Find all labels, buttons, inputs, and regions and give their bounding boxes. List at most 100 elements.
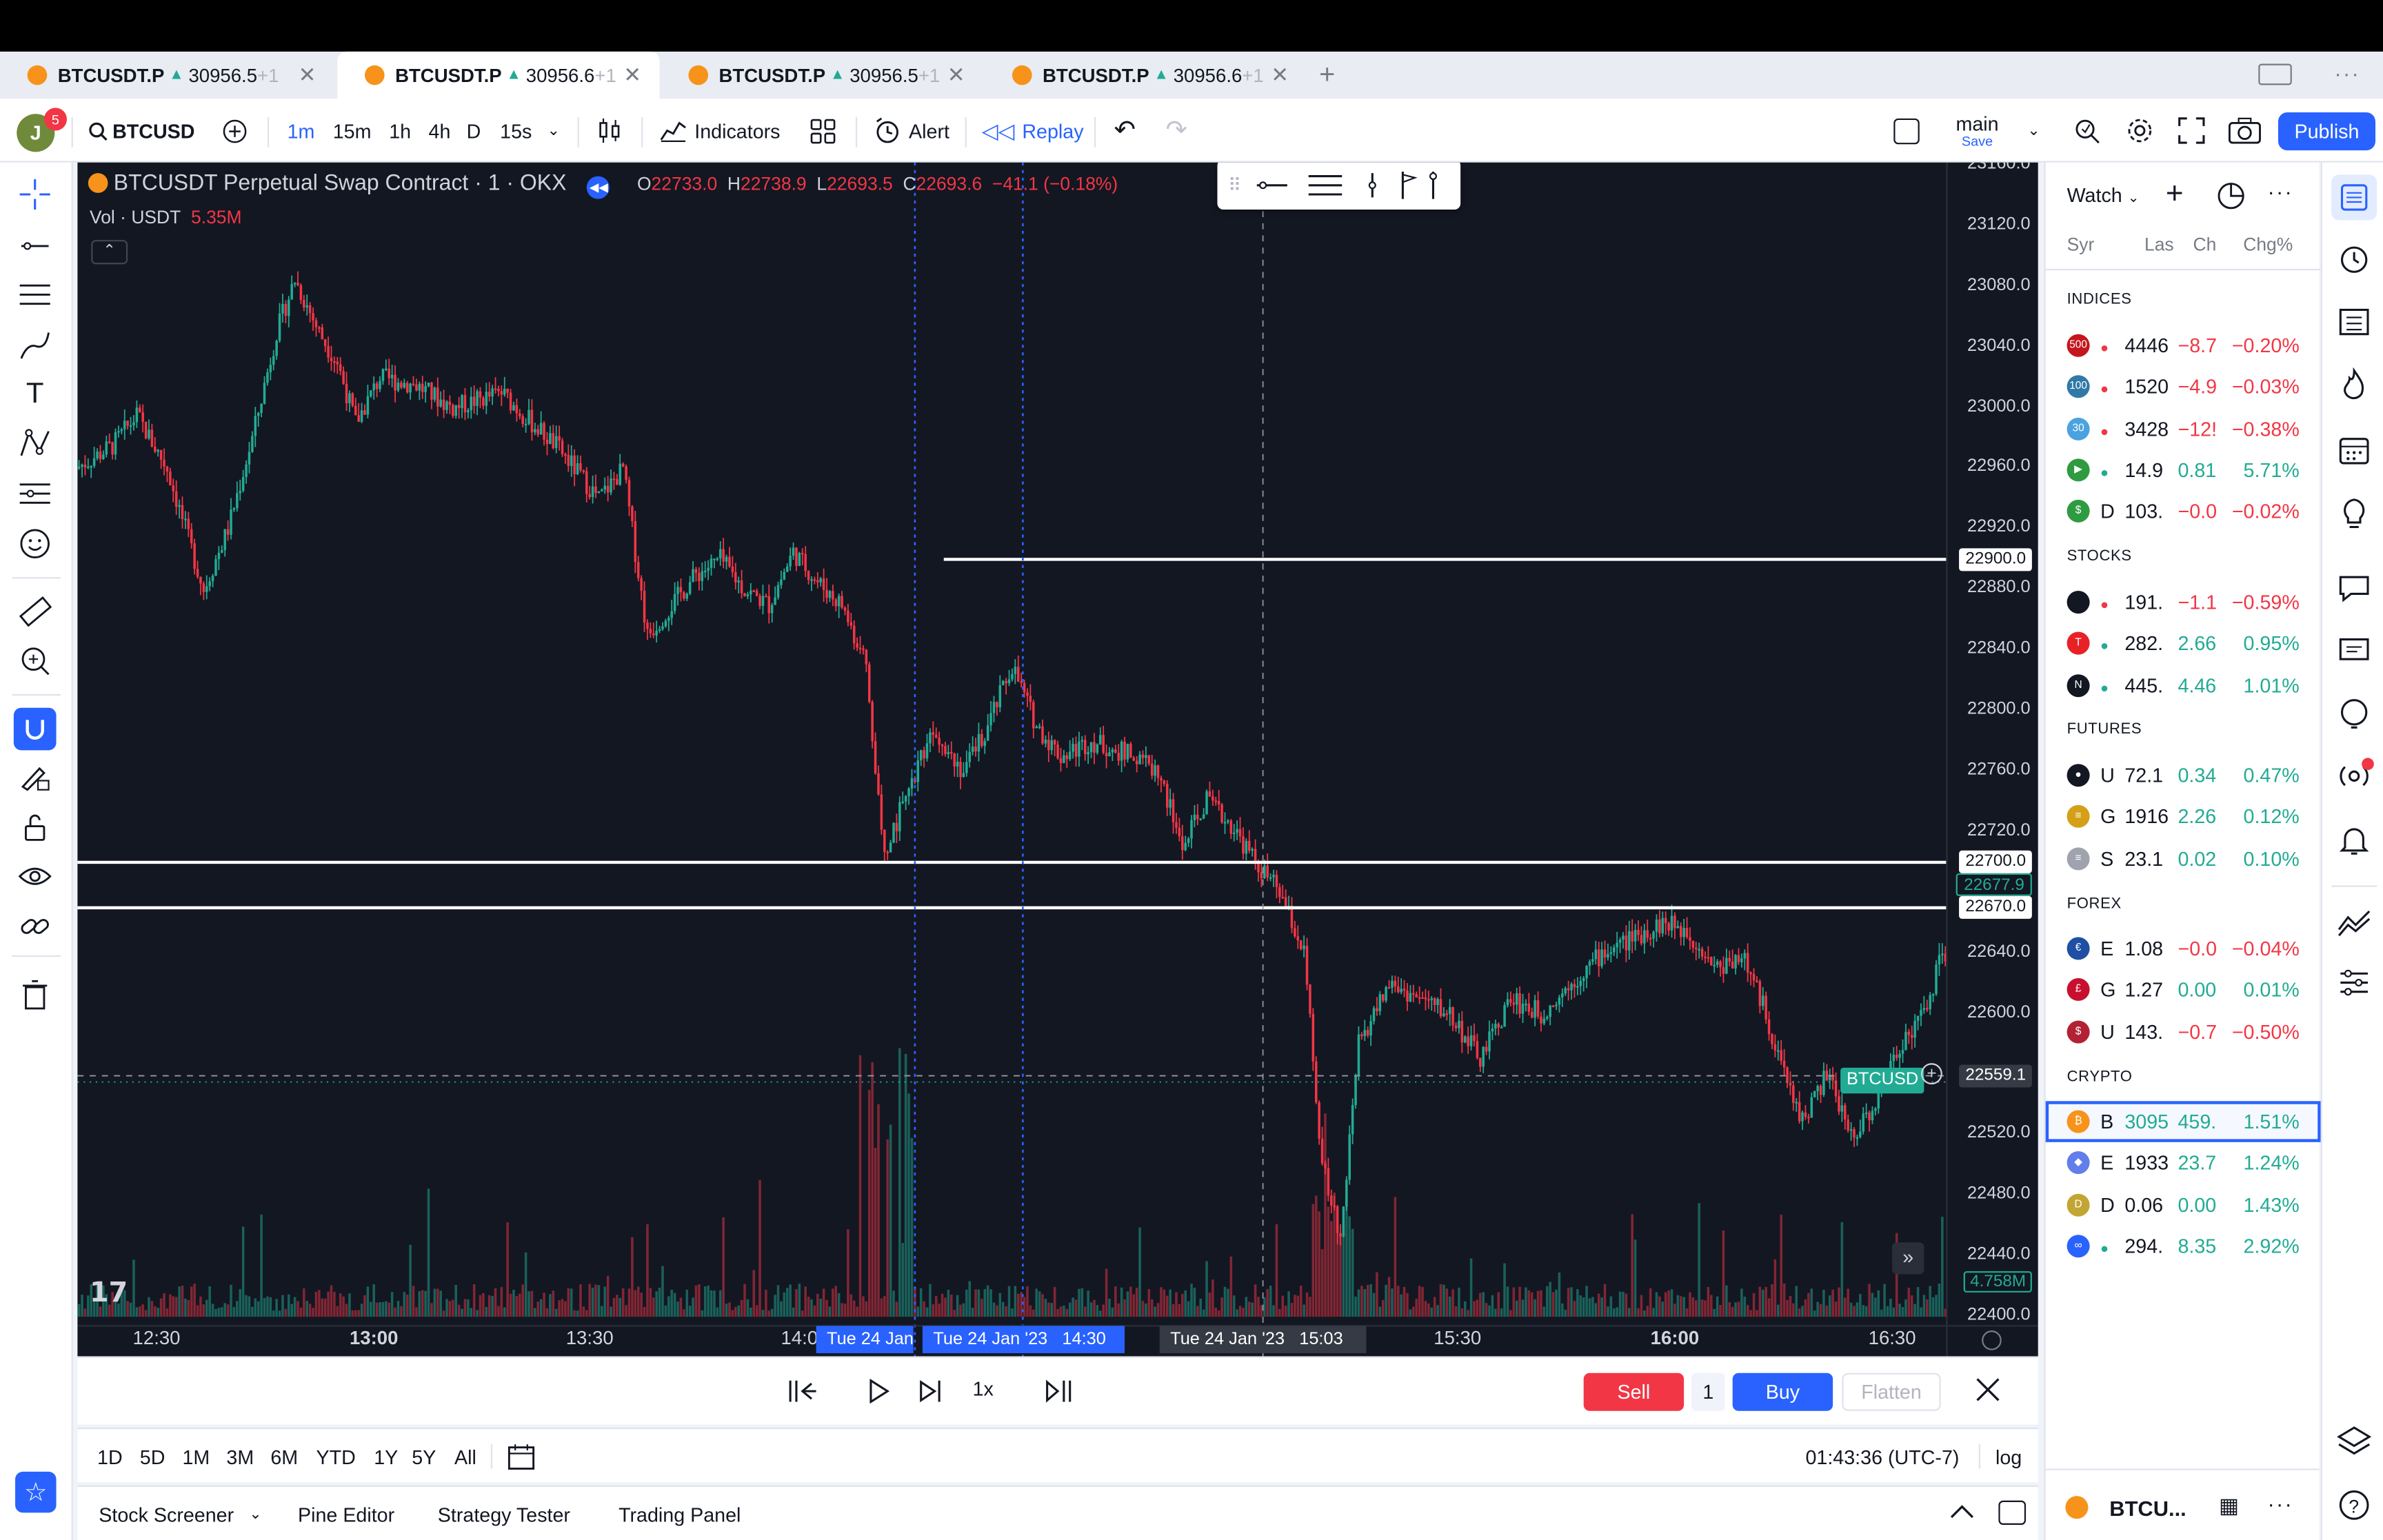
tradingview-logo[interactable]: 17 [90,1277,128,1310]
alarm-clock-icon[interactable] [2334,239,2373,278]
layout-save-label[interactable]: Save [1961,133,1993,149]
play-icon[interactable] [866,1378,890,1411]
jump-to-realtime-icon[interactable] [1044,1379,1074,1411]
candlestick-chart[interactable] [77,162,2038,1357]
vertical-line-icon[interactable] [1360,170,1384,200]
col-last[interactable]: Las [2144,234,2174,256]
range-1d[interactable]: 1D [97,1445,123,1468]
quantity-input[interactable]: 1 [1691,1372,1725,1411]
range-1m[interactable]: 1M [182,1445,210,1468]
favorites-star-icon[interactable]: ☆ [15,1471,57,1513]
flatten-button[interactable]: Flatten [1842,1372,1941,1411]
magnet-icon[interactable] [13,707,57,751]
watchlist-row[interactable]: 500 ● 4446 −8.7 −0.20% [2046,325,2321,365]
interval-d[interactable]: D [466,119,481,142]
step-forward-icon[interactable] [918,1379,942,1411]
replay-speed[interactable]: 1x [972,1377,994,1401]
candles-icon[interactable] [597,99,621,163]
col-change[interactable]: Ch [2193,234,2217,256]
link-icon[interactable] [15,906,54,946]
tab-1[interactable]: BTCUSDT.P ▲ 30956.5 +1 ✕ [0,52,334,99]
grid-icon[interactable]: ▦ [2218,1492,2240,1517]
range-5d[interactable]: 5D [139,1445,165,1468]
replay-button[interactable]: ◁◁ Replay [982,99,1084,163]
emoji-icon[interactable] [15,524,54,563]
redo-icon[interactable]: ↷ [1165,115,1187,145]
interval-1h[interactable]: 1h [389,119,412,142]
more-icon[interactable]: ··· [2267,1491,2293,1516]
indicators-button[interactable]: Indicators [660,99,781,163]
interval-15s[interactable]: 15s [500,119,532,142]
watchlist-section-crypto[interactable]: CRYPTO [2067,1069,2133,1086]
chart-area[interactable]: BTCUSDT Perpetual Swap Contract · 1 · OK… [77,162,2038,1357]
watchlist-row[interactable]: ∞ ● 294. 8.35 2.92% [2046,1226,2321,1266]
camera-icon[interactable] [2228,99,2261,163]
more-icon[interactable]: ··· [2267,179,2293,204]
sell-button[interactable]: Sell [1583,1372,1685,1411]
col-symbol[interactable]: Syr [2067,234,2095,256]
zoom-in-icon[interactable] [15,641,54,680]
horizontal-line-icon[interactable] [1254,170,1290,200]
watchlist-row[interactable]: $ U 143. −0.7 −0.50% [2046,1011,2321,1051]
hotlist-flame-icon[interactable] [2334,366,2373,405]
templates-icon[interactable] [810,99,836,163]
replay-mode-icon[interactable]: ◀◀ [587,176,610,199]
messages-icon[interactable] [2334,632,2373,671]
watchlist-row[interactable]: ₿ B 3095 459. 1.51% [2045,1101,2321,1142]
trash-icon[interactable] [15,975,54,1014]
watchlist-section-indices[interactable]: INDICES [2067,292,2132,309]
brush-icon[interactable] [15,325,54,364]
pattern-icon[interactable] [15,424,54,463]
fib-icon[interactable] [15,275,54,314]
layout-select-icon[interactable] [1893,118,1920,145]
layers-icon[interactable] [2334,1421,2373,1461]
chevron-down-icon[interactable]: ⌄ [547,122,560,139]
collapse-legend-icon[interactable]: ⌃ [91,240,128,265]
compare-add-icon[interactable] [222,99,248,163]
trading-panel-icon[interactable] [2334,904,2373,943]
advanced-view-icon[interactable] [2216,181,2246,219]
crosshair-icon[interactable] [15,174,54,214]
calendar-icon[interactable] [2334,430,2373,469]
interval-1m[interactable]: 1m [287,119,315,142]
close-tab-icon[interactable]: ✕ [298,62,316,87]
forecast-icon[interactable] [15,474,54,513]
ruler-icon[interactable] [15,592,54,631]
symbol-search[interactable]: BTCUSD [88,99,195,163]
col-change-pct[interactable]: Chg% [2243,234,2293,256]
log-scale-toggle[interactable]: log [1995,1445,2022,1468]
watchlist-row[interactable]: € E 1.08 −0.0 −0.04% [2046,928,2321,969]
tab-pine-editor[interactable]: Pine Editor [298,1503,395,1526]
chevron-down-icon[interactable]: ⌄ [2027,122,2040,139]
watchlist-row[interactable]: ▶ ● 14.9 0.81 5.71% [2046,449,2321,490]
publish-button[interactable]: Publish [2278,112,2376,151]
watchlist-row[interactable]: ≡ S 23.1 0.02 0.10% [2046,838,2321,878]
range-all[interactable]: All [454,1445,476,1468]
eye-icon[interactable] [15,857,54,896]
fullscreen-icon[interactable] [2178,99,2205,163]
more-icon[interactable]: ··· [2334,61,2360,85]
text-tool-icon[interactable]: T [26,378,44,410]
tab-trading-panel[interactable]: Trading Panel [619,1503,741,1526]
tab-strategy-tester[interactable]: Strategy Tester [437,1503,570,1526]
watchlist-row[interactable]: 30 ● 3428 −12! −0.38% [2046,408,2321,449]
dom-icon[interactable] [2334,963,2373,1002]
tab-3[interactable]: BTCUSDT.P ▲ 30956.5 +1 ✕ [661,52,983,99]
goto-date-icon[interactable] [507,1443,535,1478]
watchlist-row[interactable]: £ G 1.27 0.00 0.01% [2046,969,2321,1010]
chevron-up-icon[interactable] [1949,1501,1976,1530]
watchlist-row[interactable]: ● U 72.1 0.34 0.47% [2046,755,2321,796]
watchlist-row[interactable]: N ● 445. 4.46 1.01% [2046,665,2321,705]
close-tab-icon[interactable]: ✕ [947,62,965,87]
drag-handle-icon[interactable]: ⠿ [1227,174,1242,196]
watchlist-row[interactable]: ◆ E 1933 23.7 1.24% [2046,1142,2321,1183]
range-3m[interactable]: 3M [226,1445,254,1468]
object-tree-icon[interactable] [2334,302,2373,341]
range-ytd[interactable]: YTD [316,1445,356,1468]
close-tab-icon[interactable]: ✕ [623,62,642,87]
watchlist-section-stocks[interactable]: STOCKS [2067,548,2132,565]
settings-gear-icon[interactable] [2124,99,2155,163]
add-symbol-icon[interactable]: + [2165,177,2184,212]
alert-button[interactable]: Alert [874,99,949,163]
range-5y[interactable]: 5Y [412,1445,436,1468]
